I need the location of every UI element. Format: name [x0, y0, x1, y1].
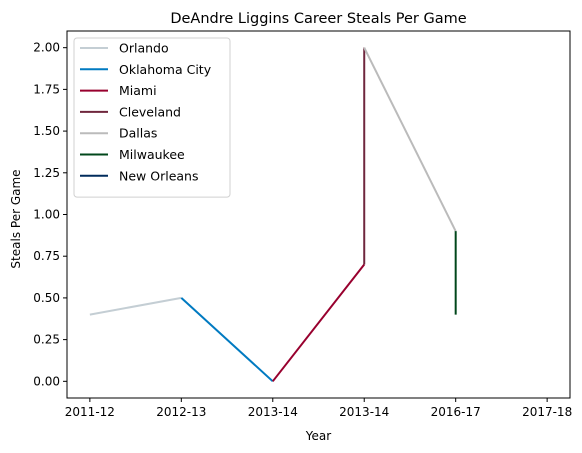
legend-label: Cleveland: [119, 104, 181, 119]
x-axis: 2011-12 2012-13 2013-14 2013-14 2016-17 2017-…: [65, 398, 572, 419]
y-tick-label: 0.75: [33, 249, 60, 263]
y-tick-label: 0.50: [33, 291, 60, 305]
y-tick-label: 1.75: [33, 82, 60, 96]
x-tick-label: 2011-12: [65, 405, 115, 419]
y-tick-label: 0.25: [33, 333, 60, 347]
series-line-orlando: [89, 296, 182, 316]
y-tick-label: 1.50: [33, 124, 60, 138]
series-line-dallas: [363, 47, 457, 232]
legend: Orlando Oklahoma City Miami Cleveland Dallas…: [73, 37, 231, 198]
series-line-oklahoma-city: [180, 297, 274, 383]
y-tick-label: 1.00: [33, 208, 60, 222]
chart-title: DeAndre Liggins Career Steals Per Game: [170, 11, 466, 27]
x-tick-label: 2017-18: [522, 405, 572, 419]
x-axis-title: Year: [305, 429, 331, 443]
y-axis: 0.00 0.25 0.50 0.75 1.00 1.25 1.50 1.75 2.00: [33, 41, 67, 388]
y-axis-title: Steals Per Game: [9, 169, 23, 268]
y-tick-label: 1.25: [33, 166, 60, 180]
y-tick-label: 2.00: [33, 41, 60, 55]
series-line-miami: [271, 263, 366, 382]
legend-box: [73, 37, 231, 198]
legend-label: Milwaukee: [119, 147, 185, 162]
x-tick-label: 2012-13: [156, 405, 206, 419]
legend-label: Orlando: [119, 41, 169, 56]
x-tick-label: 2016-17: [431, 405, 481, 419]
legend-label: New Orleans: [119, 168, 198, 183]
legend-label: Miami: [119, 83, 157, 98]
y-tick-label: 0.00: [33, 374, 60, 388]
legend-label: Oklahoma City: [119, 62, 212, 77]
x-tick-label: 2013-14: [339, 405, 389, 419]
x-tick-label: 2013-14: [248, 405, 298, 419]
legend-label: Dallas: [119, 126, 157, 141]
